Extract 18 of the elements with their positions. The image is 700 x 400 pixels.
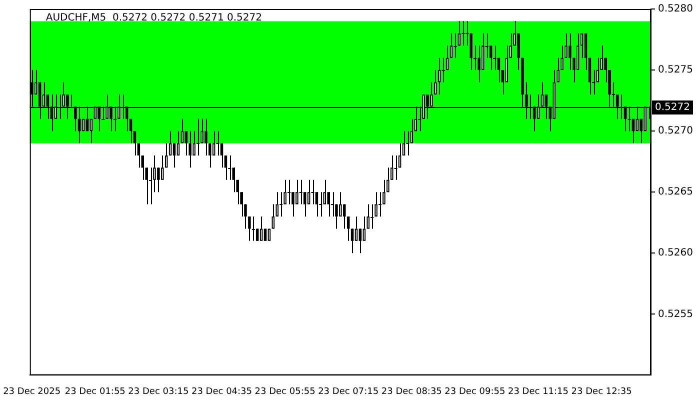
x-tick-label: 23 Dec 05:55 — [254, 386, 316, 397]
y-tick-label: 0.5275 — [658, 64, 694, 76]
x-tick-label: 23 Dec 08:35 — [381, 386, 442, 397]
x-tick-label: 23 Dec 11:15 — [508, 386, 569, 397]
x-tick-label: 23 Dec 09:55 — [444, 386, 506, 397]
y-tick-label: 0.5260 — [658, 248, 694, 259]
ref-line-label: 0.5272 — [655, 102, 690, 114]
x-tick-label: 23 Dec 03:15 — [128, 386, 189, 397]
x-tick-label: 23 Dec 04:35 — [191, 386, 252, 397]
y-tick-label: 0.5255 — [658, 308, 694, 320]
x-tick-label: 23 Dec 2025 — [3, 386, 61, 397]
y-tick-label: 0.5270 — [658, 126, 694, 137]
y-tick-label: 0.5280 — [658, 4, 694, 15]
x-tick-label: 23 Dec 01:55 — [64, 386, 126, 397]
y-tick-label: 0.5265 — [658, 186, 694, 198]
x-tick-label: 23 Dec 12:35 — [571, 386, 632, 397]
chart-title: AUDCHF,M5 0.5272 0.5272 0.5271 0.5272 — [46, 12, 262, 24]
x-tick-label: 23 Dec 07:15 — [318, 386, 379, 397]
